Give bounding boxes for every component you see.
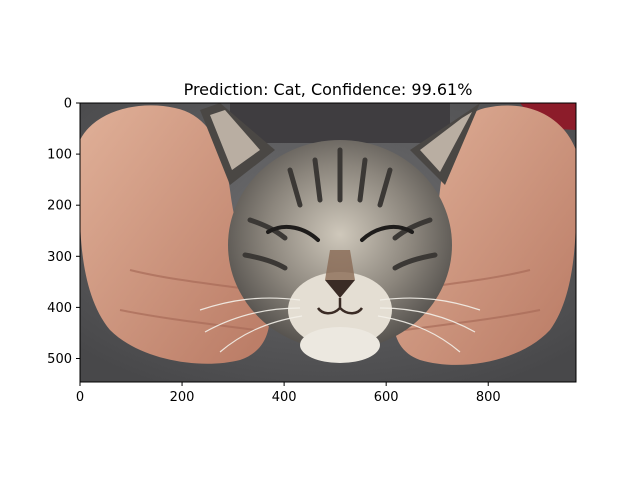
left-hand: [80, 105, 270, 364]
x-tick-label: 800: [476, 390, 501, 405]
x-tick-label: 200: [170, 390, 195, 405]
y-axis: 0 100 200 300 400 500: [47, 97, 80, 367]
y-tick-label: 300: [47, 250, 72, 265]
tabby-stripes: [242, 147, 438, 271]
cat-nose: [325, 280, 355, 298]
cat-whiskers: [199, 297, 481, 353]
cat-mouth: [316, 298, 364, 315]
cat-right-eye: [360, 224, 414, 242]
y-tick-label: 500: [47, 352, 72, 367]
dark-clothing: [230, 103, 450, 143]
chart-title: Prediction: Cat, Confidence: 99.61%: [184, 80, 473, 99]
cat-nose-bridge: [325, 250, 355, 280]
cat-muzzle: [288, 272, 392, 348]
y-tick-label: 0: [64, 97, 72, 112]
x-tick-label: 400: [272, 390, 297, 405]
x-tick-label: 600: [374, 390, 399, 405]
cat-right-ear-inner: [420, 112, 472, 172]
cat-left-ear-inner: [210, 110, 260, 170]
cat-left-eye: [266, 224, 320, 242]
y-tick-label: 100: [47, 148, 72, 163]
cat-chin: [300, 327, 380, 363]
axes-frame: [79, 102, 577, 383]
cat-head: [228, 140, 452, 350]
x-axis: 0 200 400 600 800: [76, 382, 501, 405]
x-tick-label: 0: [76, 390, 84, 405]
cat-photo: [80, 103, 576, 382]
y-tick-label: 400: [47, 301, 72, 316]
y-tick-label: 200: [47, 199, 72, 214]
